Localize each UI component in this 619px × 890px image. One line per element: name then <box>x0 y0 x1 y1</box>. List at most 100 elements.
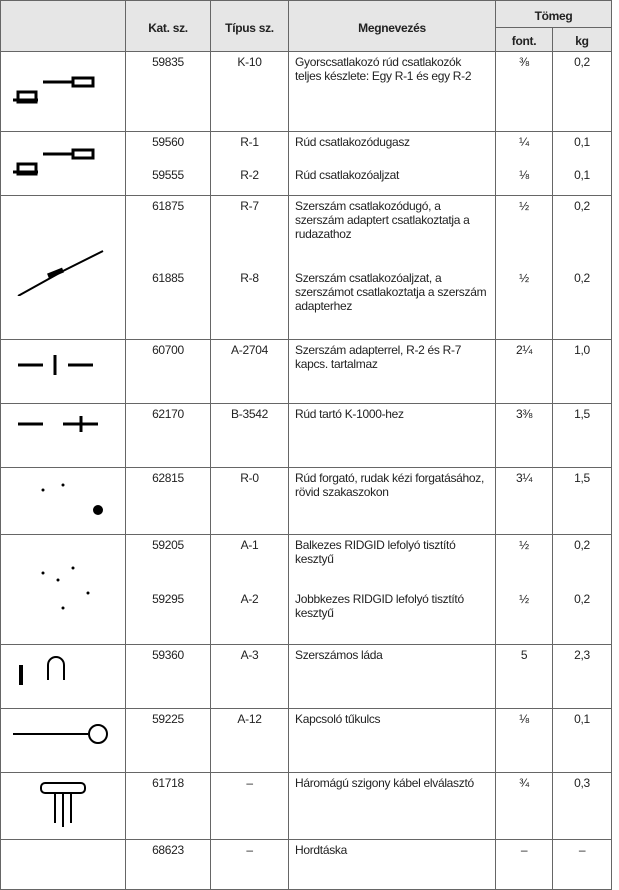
weight-kg: 0,2 <box>552 195 612 268</box>
weight-lb: ½ <box>495 588 553 645</box>
item-icon <box>13 76 95 104</box>
item-image <box>0 534 126 645</box>
weight-lb: 2¼ <box>495 339 553 404</box>
type-number: R-0 <box>210 467 289 535</box>
table-row: 59560 R-1 Rúd csatlakozódugasz ¼ 0,1 <box>0 131 612 196</box>
catalog-number: 59555 <box>125 164 211 196</box>
catalog-number: 68623 <box>125 839 211 890</box>
catalog-number: 62815 <box>125 467 211 535</box>
item-image <box>0 403 126 468</box>
header-cell: Típus sz. <box>210 0 289 52</box>
type-number: – <box>210 839 289 890</box>
table-row: 59360 A-3 Szerszámos láda 5 2,3 <box>0 644 612 709</box>
description: Háromágú szigony kábel elválasztó <box>288 772 496 840</box>
item-image <box>0 51 126 132</box>
table-row: 61718– Háromágú szigony kábel elválasztó ¾… <box>0 772 612 840</box>
weight-lb: ¼ <box>495 131 553 165</box>
weight-lb: 3⅜ <box>495 403 553 468</box>
weight-kg: 2,3 <box>552 644 612 709</box>
description: Kapcsoló tűkulcs <box>288 708 496 773</box>
item-icon <box>13 148 95 176</box>
weight-kg: 1,5 <box>552 403 612 468</box>
item-icon <box>40 781 86 827</box>
weight-lb: ½ <box>495 267 553 340</box>
type-number: B-3542 <box>210 403 289 468</box>
item-image <box>0 644 126 709</box>
weight-lb: ½ <box>495 534 553 589</box>
table-row: 62815 R-0 Rúd forgató, rudak kézi forgatás… <box>0 467 612 535</box>
table-row: 59225 A-12 Kapcsoló tűkulcs ⅛ 0,1 <box>0 708 612 773</box>
catalog-number: 59225 <box>125 708 211 773</box>
item-icon <box>41 566 90 610</box>
table-row: 59555 R-2 Rúd csatlakozóaljzat ⅛ 0,1 <box>1 164 612 196</box>
weight-kg: 0,1 <box>552 708 612 773</box>
item-image <box>0 708 126 773</box>
weight-lb: ¾ <box>495 772 553 840</box>
type-number: R-2 <box>210 164 289 196</box>
header-cell: Megnevezés <box>288 0 496 52</box>
weight-lb: ⅛ <box>495 164 553 196</box>
table-row: 59205 A-1 Balkezes RIDGID lefolyó tisztító… <box>0 534 612 645</box>
header-cell: Kat. sz. <box>125 0 211 52</box>
description: Szerszám csatlakozódugó, a szerszám adap… <box>288 195 496 268</box>
type-number: R-8 <box>210 267 289 340</box>
description: Rúd csatlakozódugasz <box>288 131 496 165</box>
catalog-number: 61718 <box>125 772 211 840</box>
weight-kg: 1,0 <box>552 339 612 404</box>
weight-kg: 0,2 <box>552 267 612 340</box>
item-image <box>0 467 126 535</box>
weight-lb: ½ <box>495 195 553 268</box>
description: Gyorscsatlakozó rúd csatlakozók teljes k… <box>288 51 496 132</box>
weight-lb: – <box>495 839 553 890</box>
catalog-number: 60700 <box>125 339 211 404</box>
type-number: A-3 <box>210 644 289 709</box>
description: Balkezes RIDGID lefolyó tisztító kesztyű <box>288 534 496 589</box>
item-image <box>0 131 126 196</box>
catalog-number: 59560 <box>125 131 211 165</box>
description: Szerszám csatlakozóaljzat, a szerszámot … <box>288 267 496 340</box>
item-image <box>0 195 126 340</box>
description: Szerszámos láda <box>288 644 496 709</box>
table-row: 60700 A-2704 Szerszám adapterrel, R-2 és R… <box>0 339 612 404</box>
header-cell: font. <box>495 27 553 52</box>
description: Hordtáska <box>288 839 496 890</box>
weight-lb: 3¼ <box>495 467 553 535</box>
item-icon <box>18 416 98 432</box>
catalog-number: 59205 <box>125 534 211 589</box>
item-image <box>0 772 126 840</box>
table-row: 59295 A-2 Jobbkezes RIDGID lefolyó tisztít… <box>1 588 612 645</box>
description: Jobbkezes RIDGID lefolyó tisztító keszty… <box>288 588 496 645</box>
item-image <box>0 839 126 890</box>
item-icon <box>17 250 104 297</box>
catalog-number: 62170 <box>125 403 211 468</box>
type-number: A-2 <box>210 588 289 645</box>
table-row: 61875 R-7 Szerszám csatlakozódugó, a szers… <box>0 195 612 340</box>
catalog-number: 59835 <box>125 51 211 132</box>
catalog-number: 59360 <box>125 644 211 709</box>
item-icon <box>19 656 65 685</box>
description: Rúd tartó K-1000-hez <box>288 403 496 468</box>
table-body: 59835 K-10 Gyorscsatlakozó rúd csatlakozók… <box>0 51 612 890</box>
header-blank <box>0 0 126 52</box>
weight-kg: – <box>552 839 612 890</box>
type-number: A-1 <box>210 534 289 589</box>
catalog-number: 59295 <box>125 588 211 645</box>
header-cell: Tömeg <box>495 0 612 28</box>
weight-lb: ⅛ <box>495 708 553 773</box>
weight-kg: 0,3 <box>552 772 612 840</box>
weight-kg: 0,2 <box>552 51 612 132</box>
header-cell: kg <box>552 27 612 52</box>
table-row: 62170 B-3542 Rúd tartó K-1000-hez 3⅜ 1,5 <box>0 403 612 468</box>
item-icon <box>18 355 93 375</box>
item-icon <box>41 483 103 515</box>
catalog-number: 61875 <box>125 195 211 268</box>
weight-lb: ⅜ <box>495 51 553 132</box>
description: Rúd csatlakozóaljzat <box>288 164 496 196</box>
description: Szerszám adapterrel, R-2 és R-7 kapcs. t… <box>288 339 496 404</box>
type-number: R-1 <box>210 131 289 165</box>
type-number: A-12 <box>210 708 289 773</box>
type-number: – <box>210 772 289 840</box>
weight-kg: 0,2 <box>552 588 612 645</box>
weight-lb: 5 <box>495 644 553 709</box>
